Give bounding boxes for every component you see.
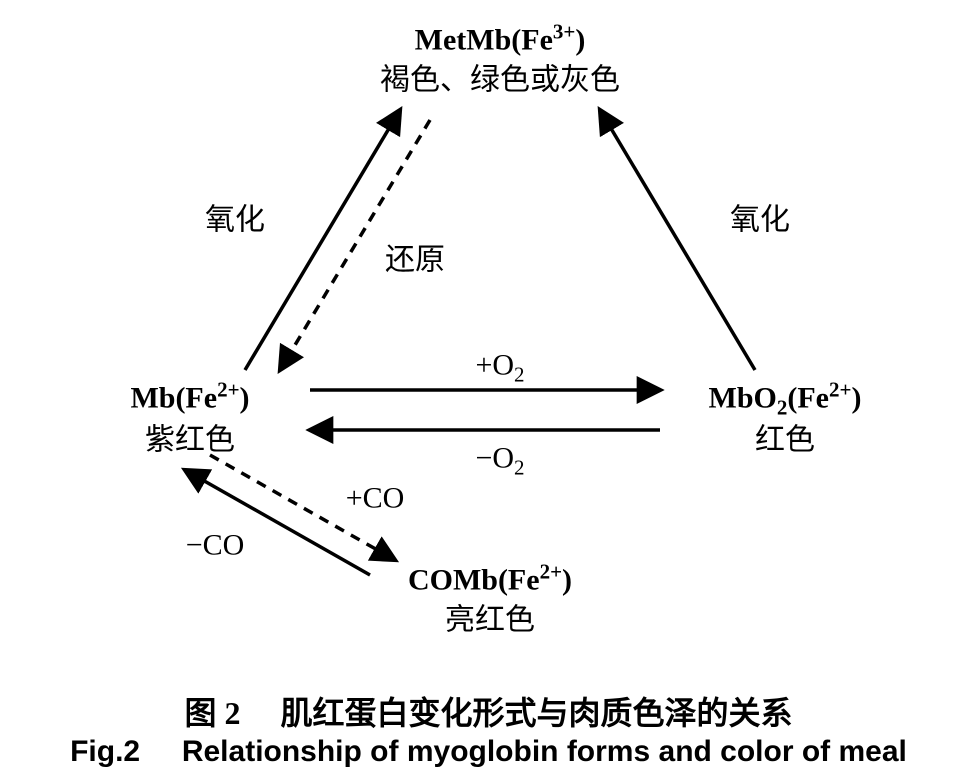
edge-label-plus-o2: +O2: [475, 346, 524, 385]
edge-right-top-solid: [600, 110, 755, 370]
node-left-title: Mb(Fe2+): [130, 379, 249, 418]
diagram-canvas: MetMb(Fe3+) 褐色、绿色或灰色 Mb(Fe2+) 紫红色 MbO2(F…: [0, 0, 977, 776]
edge-label-minus-co: −CO: [186, 526, 245, 565]
node-top-title: MetMb(Fe3+): [415, 21, 586, 60]
caption-en-text: Relationship of myoglobin forms and colo…: [182, 735, 907, 768]
caption-cn-text: 肌红蛋白变化形式与肉质色泽的关系: [281, 695, 793, 731]
caption-cn: 图 2 肌红蛋白变化形式与肉质色泽的关系: [184, 688, 792, 734]
edge-left-top-solid: [245, 110, 400, 370]
edge-label-plus-co: +CO: [346, 479, 405, 518]
edge-label-oxid-left: 氧化: [205, 201, 265, 240]
caption-cn-prefix: 图 2: [184, 695, 240, 731]
node-top-subtitle: 褐色、绿色或灰色: [380, 61, 620, 100]
node-bottom-subtitle: 亮红色: [445, 601, 535, 640]
node-bottom-title: COMb(Fe2+): [408, 561, 572, 600]
caption-en: Fig.2 Relationship of myoglobin forms an…: [70, 735, 907, 769]
caption-en-prefix: Fig.2: [70, 735, 140, 768]
edge-label-oxid-right: 氧化: [730, 201, 790, 240]
node-right-subtitle: 红色: [755, 421, 815, 460]
edge-label-minus-o2: −O2: [475, 439, 524, 478]
node-left-subtitle: 紫红色: [145, 421, 235, 460]
node-right-title: MbO2(Fe2+): [709, 379, 862, 418]
edge-label-reduce: 还原: [385, 241, 445, 280]
